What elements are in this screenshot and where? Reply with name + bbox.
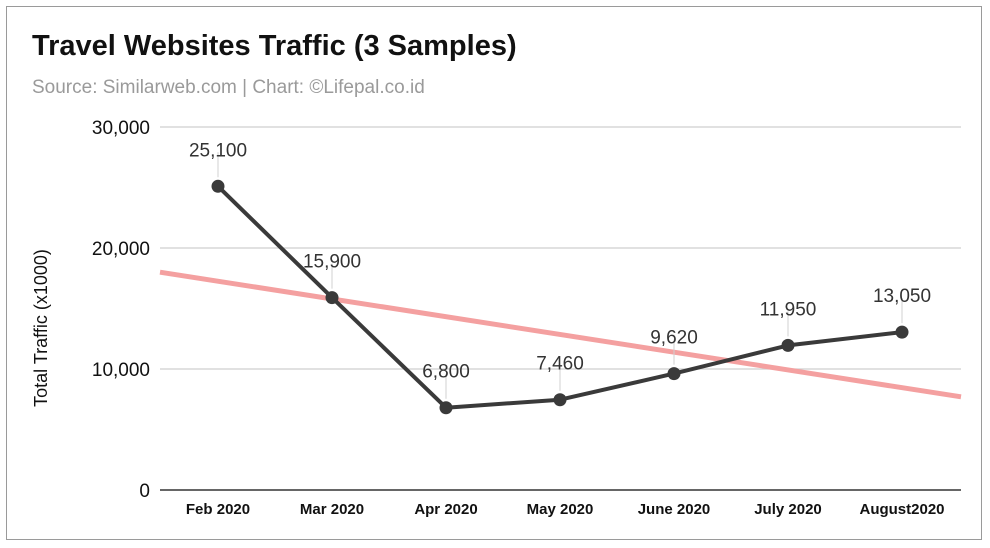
x-tick-label: Apr 2020 (414, 501, 477, 518)
data-label: 7,460 (536, 354, 584, 375)
x-tick-label: Mar 2020 (300, 501, 364, 518)
data-point (895, 325, 909, 339)
data-label: 13,050 (873, 286, 931, 307)
y-tick-label: 10,000 (92, 360, 150, 381)
y-tick-label: 20,000 (92, 239, 150, 260)
chart-subtitle: Source: Similarweb.com | Chart: ©Lifepal… (32, 77, 425, 98)
data-label: 6,800 (422, 362, 470, 383)
data-point (781, 338, 795, 352)
x-tick-label: May 2020 (527, 501, 594, 518)
x-tick-label: Feb 2020 (186, 501, 250, 518)
data-point (439, 401, 453, 415)
data-label: 15,900 (303, 252, 361, 273)
trendline-layer (159, 269, 962, 400)
x-tick-label: June 2020 (638, 501, 711, 518)
data-point (553, 393, 567, 407)
x-axis: Feb 2020 Mar 2020 Apr 2020 May 2020 June 202… (160, 489, 961, 518)
y-tick-label: 30,000 (92, 118, 150, 139)
data-label: 11,950 (760, 299, 817, 320)
y-tick-label: 0 (139, 481, 150, 502)
data-label: 25,100 (189, 140, 247, 161)
series-layer (211, 179, 909, 415)
x-tick-label: July 2020 (754, 501, 822, 518)
y-axis-label: Total Traffic (x1000) (31, 249, 51, 407)
chart-title: Travel Websites Traffic (3 Samples) (32, 30, 517, 62)
data-point (211, 179, 225, 193)
data-point (325, 291, 339, 305)
trendline (159, 269, 962, 400)
x-tick-label: August2020 (859, 501, 944, 518)
data-point (667, 367, 681, 381)
data-labels: 25,100 15,900 6,800 7,460 9,620 11,950 13,050 (189, 140, 931, 399)
data-label: 9,620 (650, 328, 698, 349)
y-axis-ticks: 0 10,000 20,000 30,000 (92, 118, 150, 502)
